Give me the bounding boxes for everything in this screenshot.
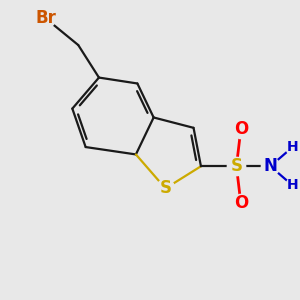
Text: O: O xyxy=(234,120,248,138)
Text: H: H xyxy=(287,178,298,193)
Text: N: N xyxy=(263,157,277,175)
Text: O: O xyxy=(234,194,248,212)
Text: H: H xyxy=(287,140,298,154)
Text: S: S xyxy=(230,157,242,175)
Text: Br: Br xyxy=(35,9,56,27)
Text: S: S xyxy=(160,179,172,197)
